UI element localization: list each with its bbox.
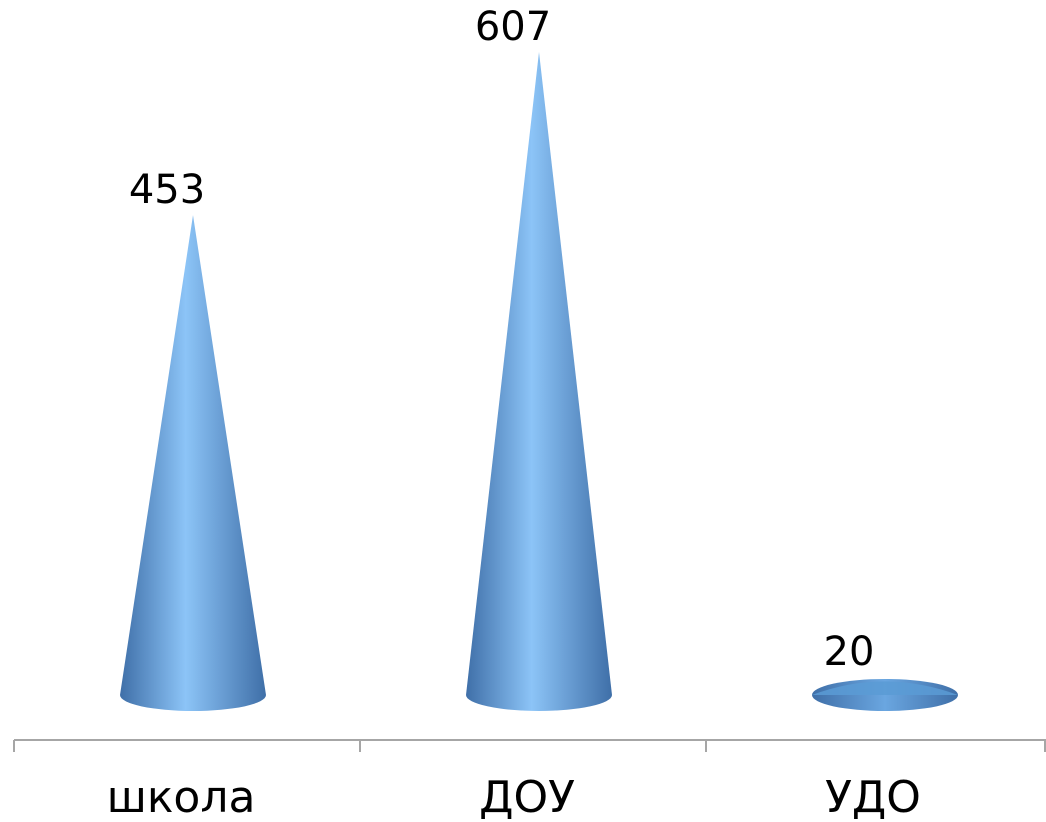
data-label-2: 607 [475,4,551,50]
x-tick-label-2: ДОУ [479,772,575,822]
cone-peak [812,681,958,695]
x-tick-label-3: УДО [825,772,921,822]
data-label-3: 20 [824,629,875,675]
bar-1 [120,215,266,712]
bar-2 [466,52,612,711]
bars [120,52,958,712]
cone-body [466,52,612,711]
bar-3 [812,679,958,711]
x-tick-label-1: школа [107,772,256,822]
x-tick-labels: школа ДОУ УДО [107,772,921,822]
cone-body [120,215,266,712]
x-axis-ticks [13,740,1046,752]
data-labels: 453 607 20 [129,4,875,675]
data-label-1: 453 [129,167,205,213]
